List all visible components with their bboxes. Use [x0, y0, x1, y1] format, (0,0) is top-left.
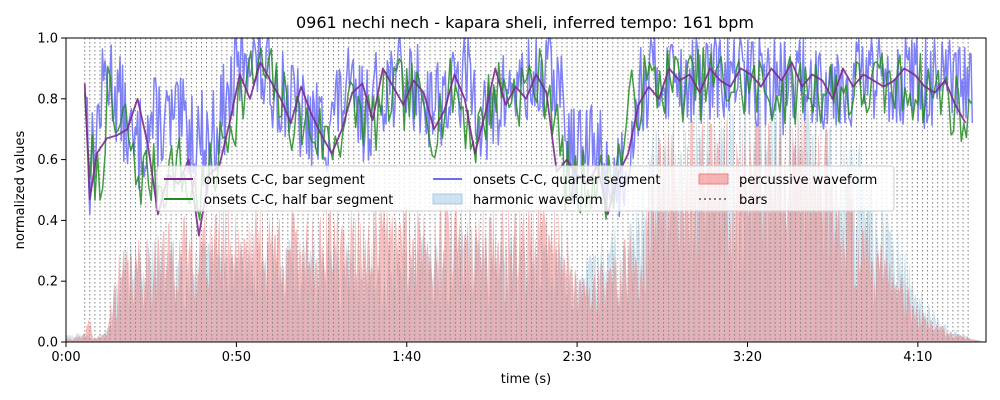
legend-label-onsets-c-c-bar-segment: onsets C-C, bar segment	[204, 173, 365, 188]
y-axis-label: normalized values	[13, 130, 28, 249]
y-tick-label: 0.2	[37, 275, 58, 290]
chart-title: 0961 nechi nech - kapara sheli, inferred…	[296, 13, 754, 32]
axes-frame	[65, 37, 987, 343]
x-tick-label: 2:30	[563, 350, 592, 365]
legend-swatch-percussive-waveform	[698, 173, 729, 185]
y-tick-label: 0.4	[37, 214, 58, 229]
legend: onsets C-C, bar segment onsets C-C, half …	[156, 165, 895, 212]
onsets-c-c-half-bar-segment-line	[83, 47, 973, 221]
x-tick-label: 4:10	[903, 350, 932, 365]
x-tick-label: 1:40	[392, 350, 421, 365]
legend-swatch-harmonic-waveform	[432, 193, 463, 205]
legend-label-bars: bars	[739, 193, 768, 208]
onsets-c-c-bar-segment-line	[83, 61, 967, 237]
y-tick-label: 1.0	[37, 32, 58, 47]
onset-lines-layer	[83, 37, 974, 237]
y-tick-label: 0.6	[37, 153, 58, 168]
x-axis-label: time (s)	[501, 372, 551, 387]
x-tick-label: 0:00	[51, 350, 80, 365]
legend-label-percussive-waveform: percussive waveform	[739, 173, 877, 188]
y-axis: 0.0 0.2 0.4 0.6 0.8 1.0	[37, 32, 66, 351]
y-tick-label: 0.0	[37, 336, 58, 351]
x-tick-label: 3:20	[733, 350, 762, 365]
legend-label-onsets-c-c-half-bar-segment: onsets C-C, half bar segment	[204, 193, 393, 208]
x-tick-label: 0:50	[222, 350, 251, 365]
legend-label-onsets-c-c-quarter-segment: onsets C-C, quarter segment	[473, 173, 660, 188]
x-axis: 0:00 0:50 1:40 2:30 3:20 4:10	[51, 342, 932, 365]
legend-label-harmonic-waveform: harmonic waveform	[473, 193, 603, 208]
onsets-c-c-quarter-segment-line	[84, 37, 974, 218]
y-tick-label: 0.8	[37, 92, 58, 107]
